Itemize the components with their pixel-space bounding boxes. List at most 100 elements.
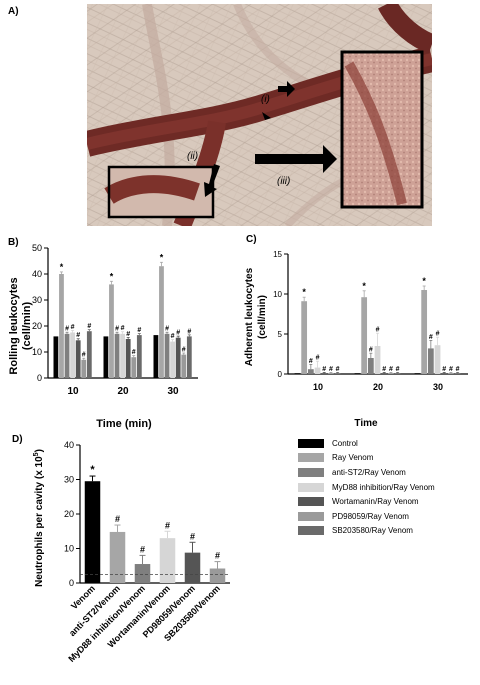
bar xyxy=(314,367,321,374)
micrograph-label-iii: (iii) xyxy=(277,176,290,187)
bar xyxy=(125,339,131,378)
legend-item: Wortamanin/Ray Venom xyxy=(298,494,478,509)
significance-marker: # xyxy=(369,347,373,354)
x-tick-label: 20 xyxy=(117,386,129,397)
legend-item: PD98059/Ray Venom xyxy=(298,509,478,524)
bar xyxy=(367,358,374,374)
significance-marker: # xyxy=(137,327,141,334)
significance-marker: # xyxy=(456,366,460,373)
bar xyxy=(434,345,441,374)
bar xyxy=(81,359,87,378)
y-tick-label: 0 xyxy=(69,578,74,588)
significance-marker: # xyxy=(436,331,440,338)
significance-marker: * xyxy=(60,262,64,272)
legend-swatch xyxy=(298,526,324,536)
significance-marker: * xyxy=(110,271,114,281)
y-tick-label: 15 xyxy=(273,250,282,259)
legend-label: MyD88 inhibition/Ray Venom xyxy=(332,482,435,492)
chart-c-xlabel: Time xyxy=(354,418,378,429)
significance-marker: * xyxy=(302,287,306,297)
x-tick-label: 10 xyxy=(67,386,79,397)
legend-swatch xyxy=(298,497,324,507)
significance-marker: # xyxy=(322,366,326,373)
y-tick-label: 10 xyxy=(64,544,74,554)
significance-marker: # xyxy=(76,332,80,339)
bar xyxy=(374,346,381,374)
significance-marker: # xyxy=(176,330,180,337)
bar xyxy=(209,568,226,583)
legend-item: anti-ST2/Ray Venom xyxy=(298,465,478,480)
bar xyxy=(103,336,109,378)
significance-marker: # xyxy=(82,352,86,359)
significance-marker: # xyxy=(71,324,75,331)
y-tick-label: 30 xyxy=(32,295,42,305)
significance-marker: # xyxy=(115,326,119,333)
micrograph-label-ii: (ii) xyxy=(187,151,198,162)
significance-marker: # xyxy=(121,325,125,332)
significance-marker: # xyxy=(316,355,320,362)
significance-marker: # xyxy=(87,323,91,330)
x-tick-label: 30 xyxy=(167,386,179,397)
legend-label: Ray Venom xyxy=(332,453,374,463)
panel-label-c: C) xyxy=(246,234,257,245)
chart-b-xlabel: Time (min) xyxy=(96,418,152,430)
panel-label-d: D) xyxy=(12,434,23,445)
legend-label: PD98059/Ray Venom xyxy=(332,511,409,521)
bar xyxy=(328,373,334,374)
significance-marker: # xyxy=(182,347,186,354)
bar xyxy=(307,369,314,374)
bar xyxy=(159,538,176,583)
y-tick-label: 20 xyxy=(64,509,74,519)
bar xyxy=(381,373,388,374)
significance-marker: # xyxy=(336,366,340,373)
legend-label: Wortamanin/Ray Venom xyxy=(332,497,419,507)
neutrophils-chart: Neutrophils per cavity (x 105) 0 10 20 30 40… xyxy=(33,440,230,664)
bar xyxy=(131,357,137,378)
bar xyxy=(59,274,64,378)
significance-marker: # xyxy=(115,514,120,524)
bar xyxy=(441,373,448,374)
y-tick-label: 10 xyxy=(273,290,282,299)
significance-marker: # xyxy=(396,366,400,373)
significance-marker: # xyxy=(389,366,393,373)
bar xyxy=(75,340,81,378)
bar xyxy=(170,341,176,378)
y-tick-label: 0 xyxy=(278,370,283,379)
bar xyxy=(414,373,421,374)
bar xyxy=(448,373,454,374)
legend-label: anti-ST2/Ray Venom xyxy=(332,467,406,477)
legend-swatch xyxy=(298,482,324,492)
bar xyxy=(153,335,159,378)
legend-label: Control xyxy=(332,438,358,448)
significance-marker: * xyxy=(362,281,366,291)
bar xyxy=(421,290,428,374)
bar xyxy=(361,297,368,374)
significance-marker: # xyxy=(329,366,333,373)
bar xyxy=(388,373,394,374)
y-tick-label: 30 xyxy=(64,475,74,485)
bar xyxy=(53,336,59,378)
legend-item: MyD88 inhibition/Ray Venom xyxy=(298,480,478,495)
legend-swatch xyxy=(298,511,324,521)
significance-marker: # xyxy=(165,326,169,333)
bar xyxy=(134,564,151,583)
significance-marker: # xyxy=(140,544,145,554)
panel-label-a: A) xyxy=(8,6,19,17)
bar xyxy=(184,552,201,583)
x-tick-label: 10 xyxy=(313,382,323,392)
bar xyxy=(301,301,308,374)
y-tick-label: 40 xyxy=(32,269,42,279)
y-tick-label: 10 xyxy=(32,347,42,357)
y-tick-label: 40 xyxy=(64,440,74,450)
significance-marker: # xyxy=(132,349,136,356)
significance-marker: # xyxy=(165,520,170,530)
significance-marker: # xyxy=(442,366,446,373)
bar xyxy=(334,373,341,374)
bar xyxy=(394,373,401,374)
bar xyxy=(84,481,101,583)
bar xyxy=(120,333,126,378)
bar xyxy=(321,373,328,374)
significance-marker: # xyxy=(449,366,453,373)
bar xyxy=(86,331,92,378)
